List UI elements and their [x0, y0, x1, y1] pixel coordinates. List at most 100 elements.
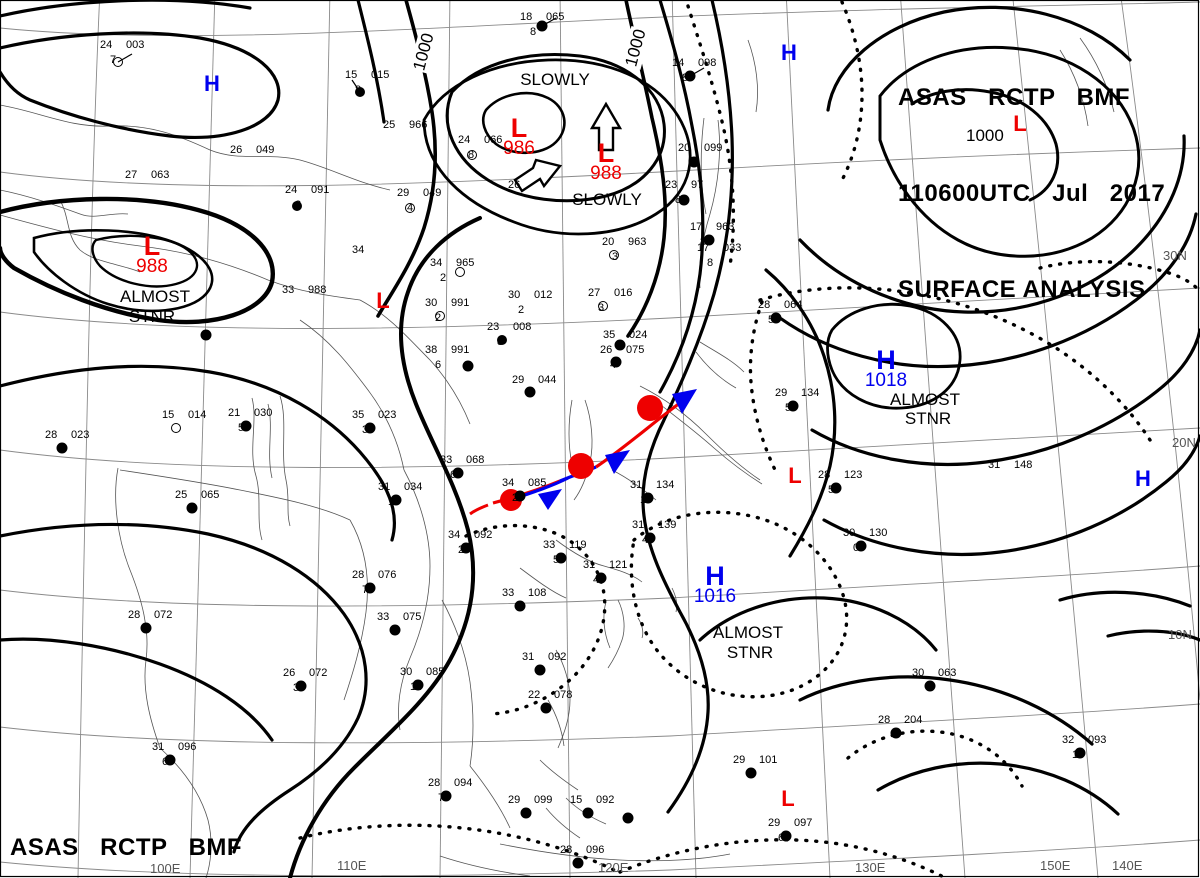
header-top-line3: SURFACE ANALYSIS [898, 276, 1146, 303]
station-dewpoint: 8 [700, 236, 707, 248]
latitude-label: 20N [1172, 435, 1196, 450]
station-pressure: 034 [404, 481, 423, 493]
longitude-label: 150E [1040, 858, 1071, 873]
station-plot: 33 075 [377, 612, 437, 642]
station-plot: 34 [352, 245, 412, 275]
station-pressure: 065 [201, 489, 220, 501]
movement-annotation: ALMOST [890, 390, 960, 409]
station-plot: 31 148 [988, 460, 1048, 490]
station-plot: 30 130 0 [843, 528, 903, 558]
station-temperature: 30 [508, 289, 521, 301]
station-pressure: 068 [466, 454, 485, 466]
station-pressure: 099 [704, 142, 723, 154]
station-dewpoint: 8 [355, 84, 362, 96]
station-temperature: 31 [522, 651, 535, 663]
station-temperature: 29 [733, 754, 746, 766]
station-dewpoint: 2 [518, 304, 525, 316]
station-plot: 24 003 7 [100, 40, 160, 70]
station-plot: 38 991 6 [425, 345, 485, 375]
station-temperature: 34 [430, 257, 443, 269]
station-plot: 17 033 8 [697, 243, 757, 273]
station-plot: 31 092 [522, 652, 582, 682]
station-plot: 15 015 8 [345, 70, 405, 100]
station-pressure: 101 [759, 754, 778, 766]
station-temperature: 24 [100, 39, 113, 51]
station-plot: 24 091 8 [285, 185, 345, 215]
station-plot: 24 066 8 [458, 135, 518, 165]
station-temperature: 26 [283, 667, 296, 679]
station-dewpoint: 3 [598, 302, 605, 314]
station-temperature: 30 [400, 666, 413, 678]
station-plot: 29 101 [733, 755, 793, 785]
station-dewpoint: 6 [435, 359, 442, 371]
station-dewpoint: 4 [593, 574, 600, 586]
station-temperature: 34 [448, 529, 461, 541]
movement-annotation: SLOWLY [572, 190, 642, 209]
station-pressure: 134 [801, 387, 820, 399]
station-temperature: 15 [162, 409, 175, 421]
station-plot: 31 034 1 [378, 482, 438, 512]
station-temperature: 27 [125, 169, 138, 181]
latitude-label: 30N [1163, 248, 1187, 263]
station-pressure: 015 [371, 69, 390, 81]
station-pressure: 988 [308, 284, 327, 296]
station-pressure: 012 [534, 289, 553, 301]
station-temperature: 15 [570, 794, 583, 806]
station-dewpoint: 5 [785, 402, 792, 414]
station-pressure: 094 [454, 777, 473, 789]
station-temperature: 33 [543, 539, 556, 551]
station-pressure: 063 [151, 169, 170, 181]
station-pressure: 030 [254, 407, 273, 419]
station-plot: 30 012 2 [508, 290, 568, 320]
station-plot: 25 966 [383, 120, 443, 150]
station-temperature: 20 [602, 236, 615, 248]
station-temperature: 31 [988, 459, 1001, 471]
station-dewpoint: 5 [768, 314, 775, 326]
station-dewpoint: 4 [642, 534, 649, 546]
movement-annotation: ALMOST [120, 287, 190, 306]
station-plot: 23 008 8 [487, 322, 547, 352]
station-dewpoint: 7 [362, 584, 369, 596]
station-dewpoint: 8 [530, 26, 537, 38]
station-pressure: 023 [71, 429, 90, 441]
station-pressure: 119 [569, 539, 587, 551]
station-dewpoint: 6 [778, 832, 785, 844]
station-pressure: 965 [456, 257, 475, 269]
station-temperature: 32 [1062, 734, 1075, 746]
station-plot: 34 085 2 [502, 478, 562, 508]
station-plot: 28 123 5 [818, 470, 878, 500]
station-dewpoint: 5 [828, 484, 835, 496]
station-temperature: 24 [285, 184, 298, 196]
station-temperature: 33 [440, 454, 453, 466]
station-dewpoint: 10 [1072, 749, 1085, 761]
station-temperature: 29 [508, 794, 521, 806]
longitude-label: 120E [598, 860, 629, 875]
station-plot: 35 023 3 [352, 410, 412, 440]
station-pressure: 098 [698, 57, 717, 69]
station-dewpoint: 2 [435, 312, 442, 324]
station-temperature: 28 [428, 777, 441, 789]
station-plot: 25 065 [175, 490, 235, 520]
station-plot: 17 963 8 [690, 222, 750, 252]
station-temperature: 30 [425, 297, 438, 309]
station-temperature: 23 [487, 321, 500, 333]
station-pressure: 099 [534, 794, 553, 806]
station-plot: 28 023 [45, 430, 105, 460]
station-temperature: 29 [768, 817, 781, 829]
station-plot: 30 991 2 [425, 298, 485, 328]
station-pressure: 092 [596, 794, 615, 806]
station-pressure: 024 [629, 329, 648, 341]
station-pressure: 134 [656, 479, 675, 491]
station-pressure: 078 [554, 689, 573, 701]
station-pressure: 033 [723, 242, 742, 254]
station-pressure: 963 [628, 236, 647, 248]
station-temperature: 17 [697, 242, 710, 254]
station-temperature: 30 [912, 667, 925, 679]
station-plot: 21 030 5 [228, 408, 288, 438]
station-temperature: 33 [502, 587, 515, 599]
station-temperature: 25 [175, 489, 188, 501]
header-top: ASAS RCTP BMF 110600UTC Jul 2017 SURFACE… [898, 18, 1165, 370]
station-pressure: 091 [311, 184, 330, 196]
station-dewpoint: 6 [450, 469, 457, 481]
